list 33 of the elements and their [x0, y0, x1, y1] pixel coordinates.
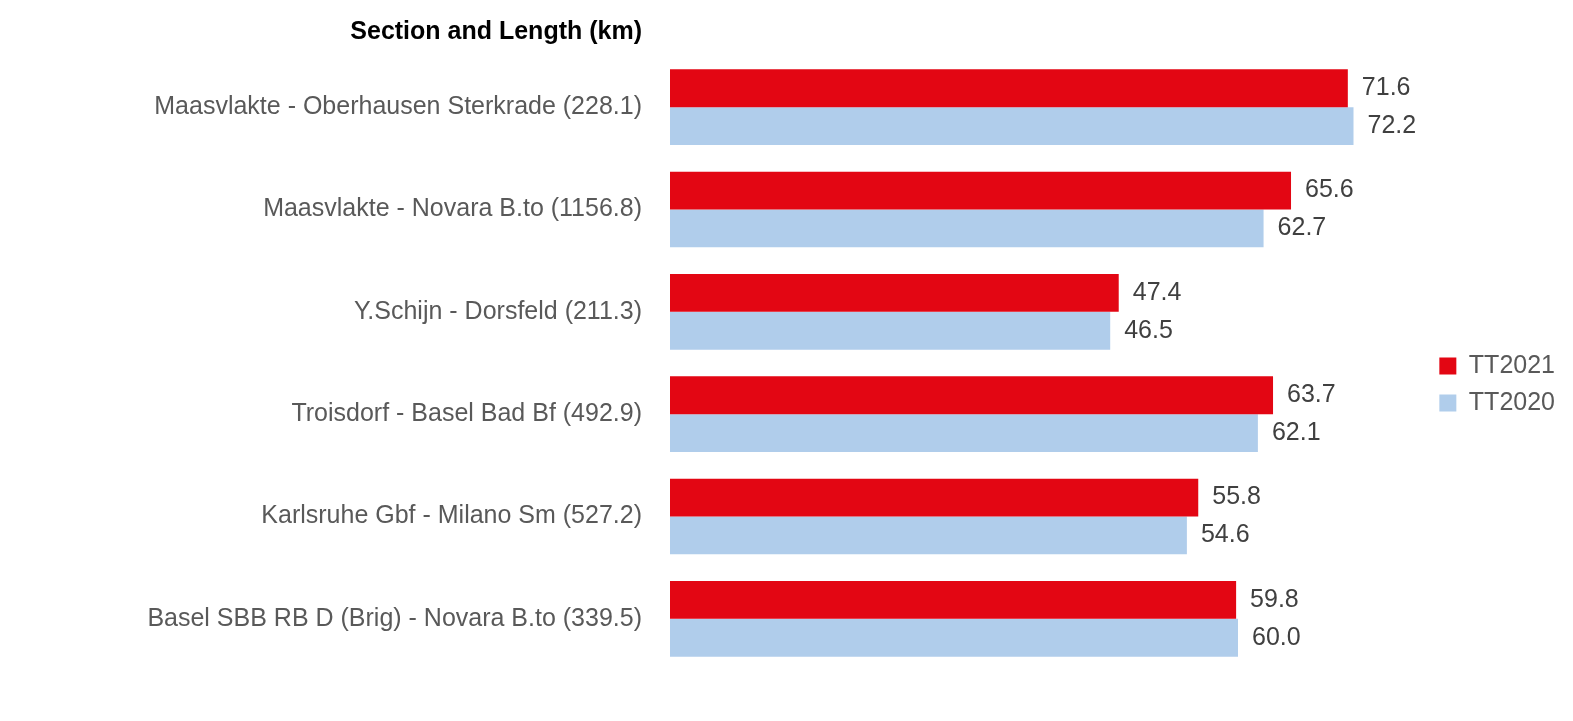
data-label: 59.8	[1250, 583, 1299, 612]
bar	[670, 171, 1292, 210]
data-label: 54.6	[1200, 519, 1250, 548]
bar	[670, 311, 1111, 350]
bar	[670, 376, 1274, 415]
data-label: 62.1	[1271, 416, 1321, 445]
bar	[670, 273, 1119, 312]
data-label: 46.5	[1124, 314, 1173, 343]
data-label: 65.6	[1305, 174, 1354, 203]
data-label: 71.6	[1361, 72, 1411, 101]
bar	[670, 69, 1348, 108]
data-label: 63.7	[1287, 379, 1336, 408]
y-tick-label: Y.Schijn - Dorsfeld (211.3)	[353, 295, 642, 324]
y-axis-title: Section and Length (km)	[350, 15, 642, 44]
legend-label: TT2021	[1468, 349, 1556, 378]
bar	[670, 516, 1187, 555]
bar	[670, 478, 1199, 517]
data-label: 47.4	[1132, 276, 1182, 305]
bar	[670, 209, 1264, 248]
y-tick-label: Basel SBB RB D (Brig) - Novara B.to (339.5)	[147, 602, 642, 631]
y-tick-label: Maasvlakte - Oberhausen Sterkrade (228.1)	[154, 91, 642, 120]
bar	[670, 414, 1258, 453]
data-label: 62.7	[1277, 212, 1327, 241]
legend-label: TT2020	[1468, 386, 1556, 415]
y-tick-label: Karlsruhe Gbf - Milano Sm (527.2)	[261, 500, 642, 529]
data-label: 60.0	[1252, 621, 1301, 650]
y-tick-label: Troisdorf - Basel Bad Bf (492.9)	[291, 398, 642, 427]
data-label: 72.2	[1367, 109, 1417, 138]
bar	[670, 618, 1239, 657]
bar	[670, 107, 1354, 146]
bar	[670, 580, 1237, 619]
y-tick-label: Maasvlakte - Novara B.to (1156.8)	[263, 193, 642, 222]
data-label: 55.8	[1212, 481, 1261, 510]
